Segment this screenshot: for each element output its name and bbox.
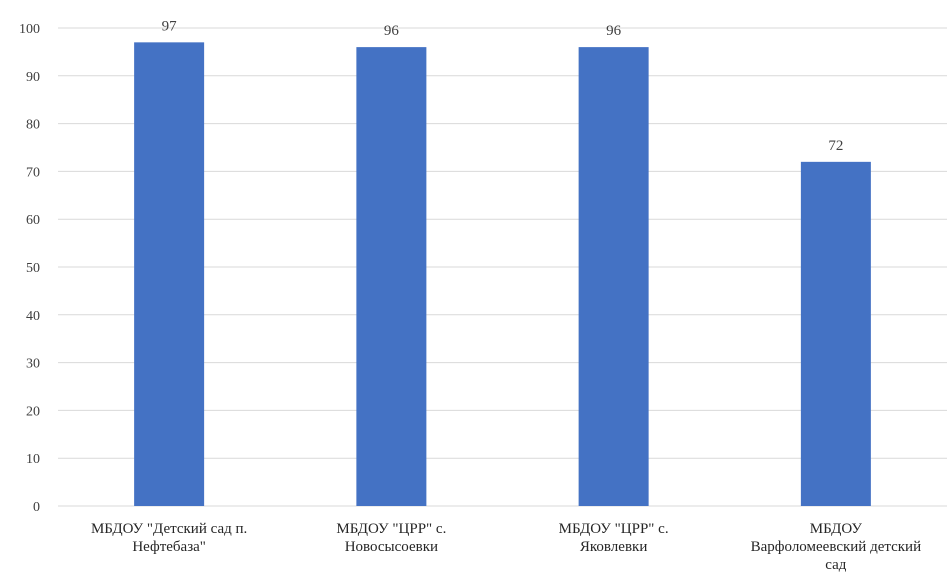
y-tick-label: 10 bbox=[26, 452, 40, 467]
x-tick-label: МБДОУ "ЦРР" с. Яковлевки bbox=[559, 521, 669, 555]
bar bbox=[578, 47, 649, 507]
data-label: 97 bbox=[162, 18, 178, 34]
bar bbox=[134, 42, 205, 507]
y-tick-label: 30 bbox=[26, 357, 40, 372]
y-tick-label: 70 bbox=[26, 165, 40, 180]
y-tick-label: 100 bbox=[19, 22, 40, 37]
x-tick-label-line: МБДОУ "Детский сад п. bbox=[91, 521, 247, 537]
labels: 0 10 20 30 40 50 60 70 80 90 100 97 МБДОУ "Детский с… bbox=[19, 18, 921, 573]
y-tick-label: 50 bbox=[26, 261, 40, 276]
data-label: 96 bbox=[384, 23, 400, 39]
x-tick-label: МБДОУ "Детский сад п. Нефтебаза" bbox=[91, 521, 247, 555]
x-tick-label-line: Новосысоевки bbox=[345, 539, 438, 555]
x-tick-label-line: сад bbox=[825, 557, 846, 573]
y-tick-label: 40 bbox=[26, 309, 40, 324]
x-tick-label-line: МБДОУ "ЦРР" с. bbox=[336, 521, 446, 537]
bar bbox=[800, 161, 871, 506]
x-tick-label: МБДОУ "ЦРР" с. Новосысоевки bbox=[336, 521, 446, 555]
data-label: 72 bbox=[828, 138, 843, 154]
y-tick-label: 20 bbox=[26, 404, 40, 419]
x-tick-label-line: Варфоломеевский детский bbox=[751, 539, 921, 555]
x-tick-label: МБДОУ Варфоломеевский детский сад bbox=[751, 521, 921, 573]
x-tick-label-line: Яковлевки bbox=[580, 539, 647, 555]
x-tick-label-line: МБДОУ bbox=[810, 521, 863, 537]
bar bbox=[356, 47, 427, 507]
y-tick-label: 80 bbox=[26, 118, 40, 133]
y-tick-label: 0 bbox=[33, 500, 40, 515]
data-label: 96 bbox=[606, 23, 622, 39]
x-tick-label-line: МБДОУ "ЦРР" с. bbox=[559, 521, 669, 537]
gridlines bbox=[58, 27, 947, 459]
y-tick-label: 90 bbox=[26, 70, 40, 85]
bars bbox=[134, 42, 871, 507]
y-tick-label: 60 bbox=[26, 213, 40, 228]
x-tick-label-line: Нефтебаза" bbox=[132, 539, 206, 555]
